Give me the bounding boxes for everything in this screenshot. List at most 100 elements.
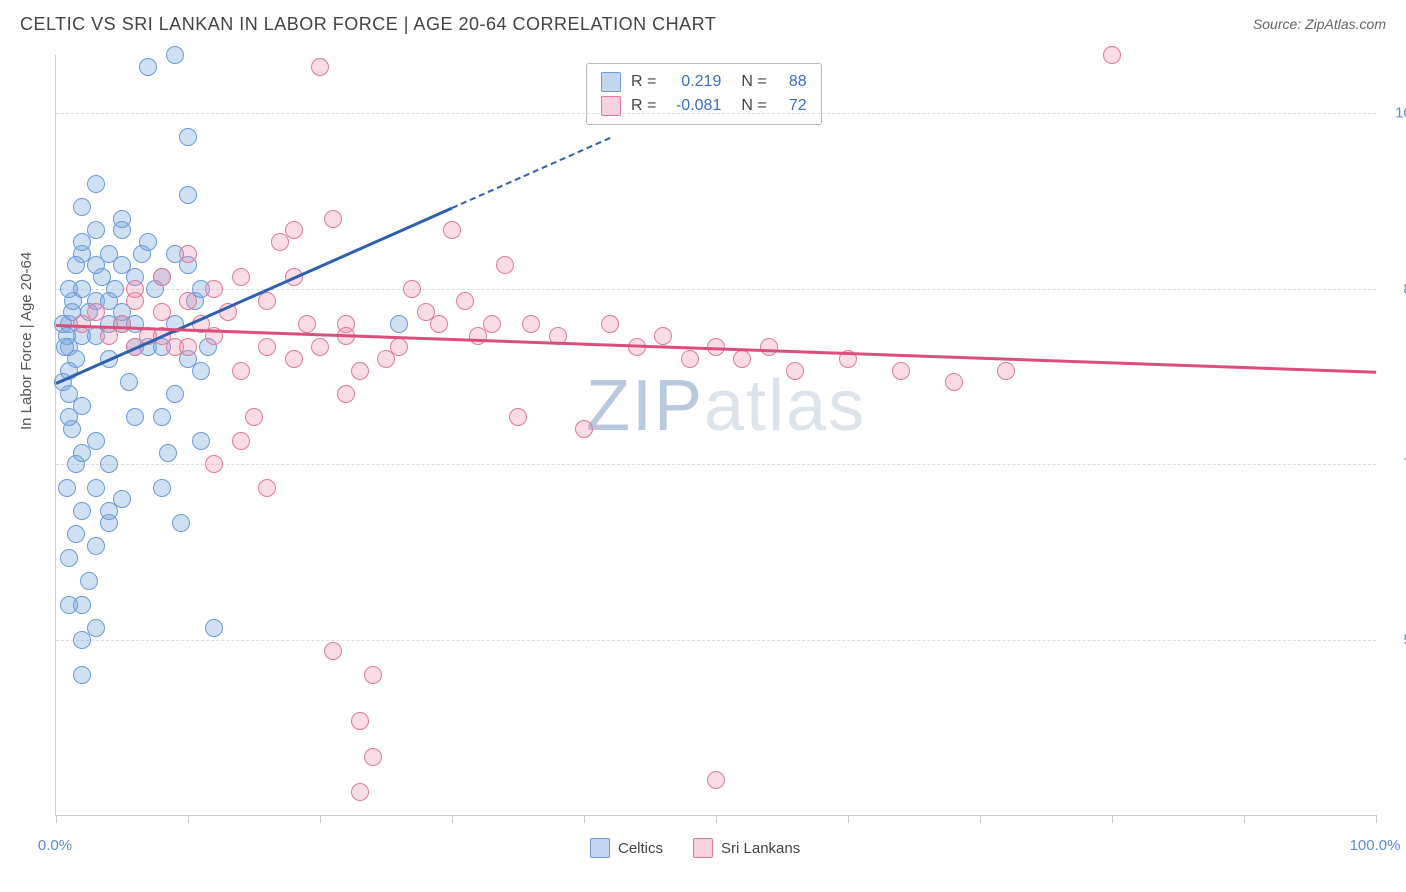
data-point [80,572,98,590]
data-point [87,537,105,555]
data-point [945,373,963,391]
data-point [60,280,78,298]
data-point [232,432,250,450]
data-point [892,362,910,380]
data-point [760,338,778,356]
data-point [390,315,408,333]
gridline [56,289,1376,290]
data-point [258,338,276,356]
data-point [285,221,303,239]
data-point [786,362,804,380]
data-point [364,666,382,684]
data-point [166,385,184,403]
legend-label: Celtics [618,840,663,857]
data-point [192,362,210,380]
x-tick [848,815,849,823]
correlation-stats-box: R =0.219 N =88R =-0.081 N =72 [586,63,822,125]
data-point [73,502,91,520]
data-point [205,619,223,637]
data-point [139,233,157,251]
data-point [120,373,138,391]
data-point [311,58,329,76]
data-point [496,256,514,274]
data-point [56,338,74,356]
data-point [258,292,276,310]
data-point [139,58,157,76]
y-tick-label: 55.0% [1386,631,1406,648]
x-tick [716,815,717,823]
data-point [60,549,78,567]
data-point [73,233,91,251]
data-point [324,642,342,660]
legend-item: Sri Lankans [693,838,800,858]
data-point [575,420,593,438]
data-point [153,479,171,497]
data-point [126,280,144,298]
data-point [179,338,197,356]
data-point [100,502,118,520]
data-point [159,444,177,462]
data-point [179,128,197,146]
data-point [997,362,1015,380]
data-point [258,479,276,497]
gridline [56,464,1376,465]
data-point [245,408,263,426]
data-point [87,479,105,497]
data-point [205,280,223,298]
x-tick [188,815,189,823]
data-point [205,455,223,473]
data-point [100,455,118,473]
data-point [707,771,725,789]
data-point [58,479,76,497]
data-point [153,303,171,321]
data-point [60,408,78,426]
data-point [390,338,408,356]
data-point [73,444,91,462]
data-point [509,408,527,426]
data-point [73,198,91,216]
x-tick [1376,815,1377,823]
data-point [337,385,355,403]
data-point [172,514,190,532]
legend-swatch [590,838,610,858]
data-point [601,315,619,333]
data-point [351,362,369,380]
data-point [153,408,171,426]
data-point [113,210,131,228]
data-point [681,350,699,368]
x-tick-label: 100.0% [1350,837,1401,854]
data-point [285,350,303,368]
gridline [56,640,1376,641]
data-point [232,362,250,380]
data-point [1103,46,1121,64]
data-point [87,175,105,193]
data-point [192,432,210,450]
data-point [73,666,91,684]
legend-swatch [693,838,713,858]
data-point [456,292,474,310]
data-point [298,315,316,333]
data-point [126,408,144,426]
data-point [67,525,85,543]
data-point [430,315,448,333]
watermark-text: ZIPatlas [586,365,866,447]
data-point [364,748,382,766]
data-point [100,327,118,345]
data-point [522,315,540,333]
data-point [153,268,171,286]
data-point [73,631,91,649]
data-point [179,292,197,310]
source-credit: Source: ZipAtlas.com [1253,16,1386,32]
x-tick [980,815,981,823]
chart-title: CELTIC VS SRI LANKAN IN LABOR FORCE | AG… [20,14,716,35]
data-point [733,350,751,368]
x-tick [584,815,585,823]
scatter-chart: ZIPatlas R =0.219 N =88R =-0.081 N =72 5… [55,55,1376,816]
data-point [166,46,184,64]
data-point [351,712,369,730]
trend-line-dashed [452,137,611,209]
x-tick-label: 0.0% [38,837,72,854]
legend-item: Celtics [590,838,663,858]
x-tick [320,815,321,823]
x-tick [452,815,453,823]
